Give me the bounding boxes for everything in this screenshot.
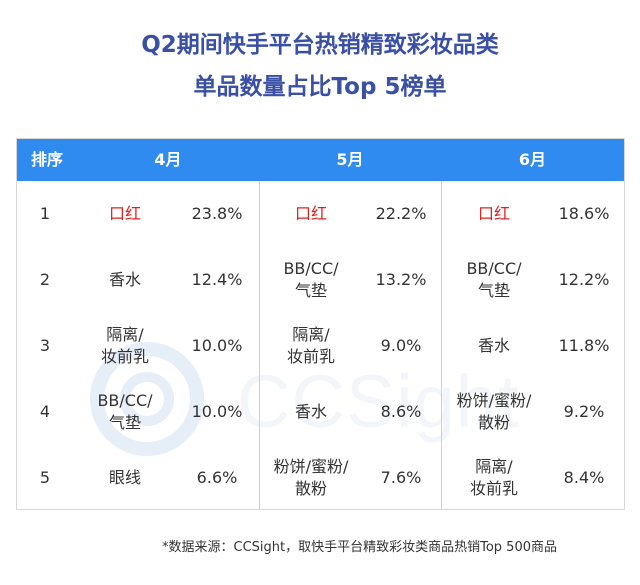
item-name-cell: 口红 bbox=[294, 204, 327, 223]
share-value-cell: 7.6% bbox=[380, 468, 422, 487]
rank-cell: 1 bbox=[39, 204, 51, 223]
share-value-cell: 6.6% bbox=[196, 468, 238, 487]
chart-title-line1: Q2期间快手平台热销精致彩妆品类 bbox=[141, 32, 499, 58]
item-name-cell: 香水 bbox=[477, 336, 510, 355]
item-name-cell: 粉饼/蜜粉/散粉 bbox=[273, 457, 349, 498]
divider-june bbox=[441, 181, 442, 509]
data-source-note: *数据来源：CCSight，取快手平台精致彩妆类商品热销Top 500商品 bbox=[162, 540, 557, 555]
header-may: 5月 bbox=[336, 150, 364, 169]
share-value-cell: 12.4% bbox=[191, 270, 243, 289]
share-value-cell: 10.0% bbox=[191, 336, 243, 355]
header-rank: 排序 bbox=[30, 150, 63, 169]
share-value-cell: 23.8% bbox=[191, 204, 243, 223]
ccsight-logo-icon bbox=[90, 342, 204, 456]
item-name-cell: 眼线 bbox=[108, 468, 141, 487]
share-value-cell: 12.2% bbox=[558, 270, 610, 289]
item-name-cell: 粉饼/蜜粉/散粉 bbox=[456, 391, 532, 432]
item-name-cell: BB/CC/气垫 bbox=[466, 259, 522, 300]
watermark-text: CCSight bbox=[237, 360, 520, 443]
share-value-cell: 8.4% bbox=[563, 468, 605, 487]
rank-cell: 2 bbox=[39, 270, 51, 289]
rank-cell: 3 bbox=[39, 336, 51, 355]
divider-may bbox=[259, 181, 260, 509]
item-name-cell: 口红 bbox=[477, 204, 510, 223]
rank-cell: 4 bbox=[39, 402, 51, 421]
header-june: 6月 bbox=[518, 150, 547, 169]
table-header: 排序 4月 5月 6月 bbox=[17, 139, 624, 181]
share-value-cell: 9.0% bbox=[380, 336, 422, 355]
share-value-cell: 11.8% bbox=[558, 336, 610, 355]
item-name-cell: 口红 bbox=[108, 204, 141, 223]
share-value-cell: 22.2% bbox=[375, 204, 427, 223]
rank-cell: 5 bbox=[39, 468, 51, 487]
share-value-cell: 8.6% bbox=[380, 402, 422, 421]
share-value-cell: 13.2% bbox=[375, 270, 427, 289]
item-name-cell: 香水 bbox=[294, 402, 327, 421]
share-value-cell: 18.6% bbox=[558, 204, 610, 223]
ccsight-watermark: CCSight bbox=[77, 339, 597, 459]
item-name-cell: 隔离/妆前乳 bbox=[100, 325, 149, 366]
item-name-cell: 隔离/妆前乳 bbox=[286, 325, 335, 366]
item-name-cell: BB/CC/气垫 bbox=[97, 391, 153, 432]
share-value-cell: 9.2% bbox=[563, 402, 605, 421]
header-april: 4月 bbox=[154, 150, 182, 169]
share-value-cell: 10.0% bbox=[191, 402, 243, 421]
item-name-cell: 香水 bbox=[108, 270, 141, 289]
chart-title-line2: 单品数量占比Top 5榜单 bbox=[193, 74, 447, 100]
ranking-table: 排序 4月 5月 6月 CCSight 1 2 3 4 5 口红 23.8% 香水 12.4% 隔… bbox=[16, 138, 625, 510]
item-name-cell: BB/CC/气垫 bbox=[283, 259, 339, 300]
item-name-cell: 隔离/妆前乳 bbox=[469, 457, 518, 498]
